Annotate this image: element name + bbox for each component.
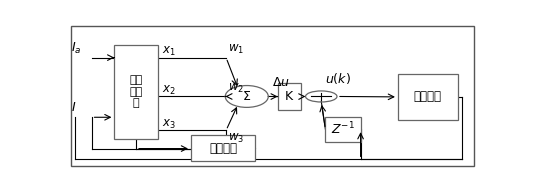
FancyBboxPatch shape	[114, 44, 158, 139]
Text: 被控对象: 被控对象	[414, 90, 442, 103]
Text: 状态
转换
器: 状态 转换 器	[129, 75, 143, 108]
Text: $w_2$: $w_2$	[228, 82, 244, 95]
Text: 学习算法: 学习算法	[209, 142, 237, 155]
Text: $w_1$: $w_1$	[228, 43, 244, 56]
FancyBboxPatch shape	[398, 74, 458, 120]
Text: $I_a$: $I_a$	[71, 41, 81, 56]
FancyBboxPatch shape	[191, 136, 255, 161]
FancyBboxPatch shape	[325, 117, 360, 142]
Text: $x_2$: $x_2$	[162, 84, 176, 97]
Text: $I$: $I$	[71, 101, 76, 115]
Text: $x_3$: $x_3$	[162, 118, 176, 131]
Text: $Z^{-1}$: $Z^{-1}$	[331, 121, 355, 138]
Text: Σ: Σ	[243, 90, 250, 103]
Text: K: K	[285, 90, 293, 103]
FancyBboxPatch shape	[278, 83, 301, 110]
Text: $u(k)$: $u(k)$	[325, 71, 351, 86]
Text: $\Delta u$: $\Delta u$	[272, 76, 290, 89]
Text: $x_1$: $x_1$	[162, 45, 176, 58]
Text: $w_3$: $w_3$	[228, 132, 244, 145]
